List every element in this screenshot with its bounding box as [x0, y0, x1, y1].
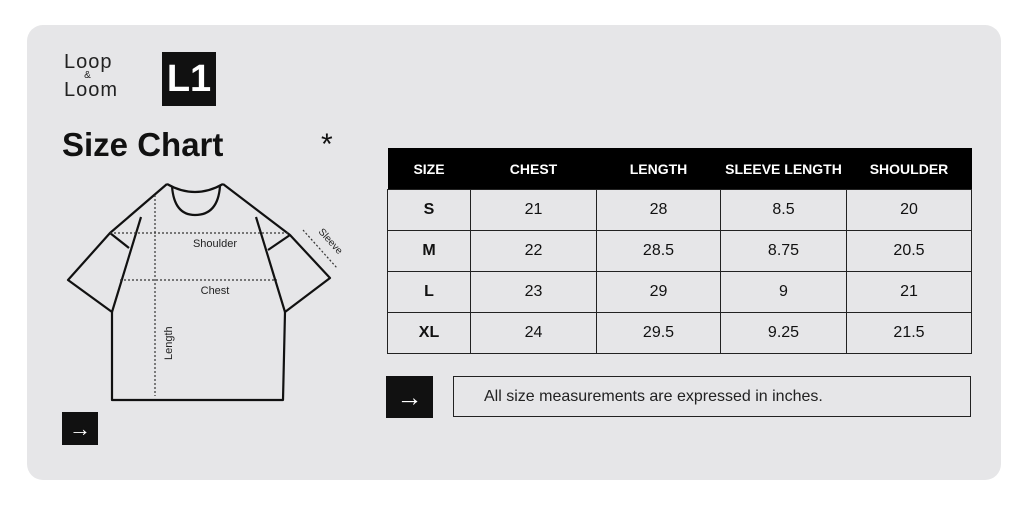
note-text: All size measurements are expressed in i… — [484, 387, 823, 405]
arrow-right-button-left[interactable]: → — [62, 412, 98, 445]
cell-size: S — [387, 189, 471, 231]
cell-length: 29 — [596, 271, 721, 313]
brand-mark-logo: L1 — [162, 52, 216, 106]
length-label: Length — [163, 326, 175, 360]
header-sleeve-length: SLEEVE LENGTH — [720, 148, 847, 190]
shirt-outline — [66, 183, 332, 402]
cell-chest: 21 — [470, 189, 597, 231]
header-length: LENGTH — [596, 148, 721, 190]
arrow-right-icon: → — [69, 415, 91, 441]
cell-chest: 24 — [470, 312, 597, 354]
sleeve-label: Sleeve — [316, 227, 345, 257]
cell-sleeve: 8.5 — [720, 189, 847, 231]
chest-label: Chest — [201, 285, 230, 297]
brand-amp: & — [84, 70, 92, 81]
arrow-right-button[interactable]: → — [386, 376, 433, 418]
cell-length: 28 — [596, 189, 721, 231]
table-row: XL 24 29.5 9.25 21.5 — [387, 312, 972, 354]
header-shoulder: SHOULDER — [846, 148, 972, 190]
cell-shoulder: 20.5 — [846, 230, 972, 272]
shirt-collar — [166, 183, 224, 217]
arrow-right-icon: → — [396, 381, 423, 412]
table-row: S 21 28 8.5 20 — [387, 189, 972, 231]
brand-mark-text: L1 — [166, 57, 212, 100]
header-chest: CHEST — [470, 148, 597, 190]
table-header-row: SIZE CHEST LENGTH SLEEVE LENGTH SHOULDER — [387, 148, 972, 190]
cell-size: XL — [387, 312, 471, 354]
cell-shoulder: 21 — [846, 271, 972, 313]
cell-sleeve: 8.75 — [720, 230, 847, 272]
brand-line1: Loop — [64, 51, 113, 73]
sleeve-line — [302, 229, 338, 269]
cell-shoulder: 21.5 — [846, 312, 972, 354]
cell-length: 29.5 — [596, 312, 721, 354]
table-row: L 23 29 9 21 — [387, 271, 972, 313]
header-size: SIZE — [387, 148, 471, 190]
page-title: Size Chart — [62, 126, 224, 163]
cell-chest: 23 — [470, 271, 597, 313]
brand-logo: Loop & Loom — [64, 52, 144, 100]
shoulder-label: Shoulder — [193, 238, 237, 250]
cell-sleeve: 9 — [720, 271, 847, 313]
cell-sleeve: 9.25 — [720, 312, 847, 354]
cell-size: L — [387, 271, 471, 313]
cell-chest: 22 — [470, 230, 597, 272]
asterisk-icon: * — [321, 128, 333, 161]
table-row: M 22 28.5 8.75 20.5 — [387, 230, 972, 272]
tshirt-diagram: Shoulder Chest Length Sleeve — [66, 183, 345, 402]
size-table: SIZE CHEST LENGTH SLEEVE LENGTH SHOULDER… — [387, 148, 972, 354]
cell-length: 28.5 — [596, 230, 721, 272]
measurement-note: All size measurements are expressed in i… — [453, 376, 971, 417]
cell-shoulder: 20 — [846, 189, 972, 231]
cell-size: M — [387, 230, 471, 272]
shirt-seams — [109, 216, 291, 313]
brand-line2: Loom — [64, 79, 119, 101]
